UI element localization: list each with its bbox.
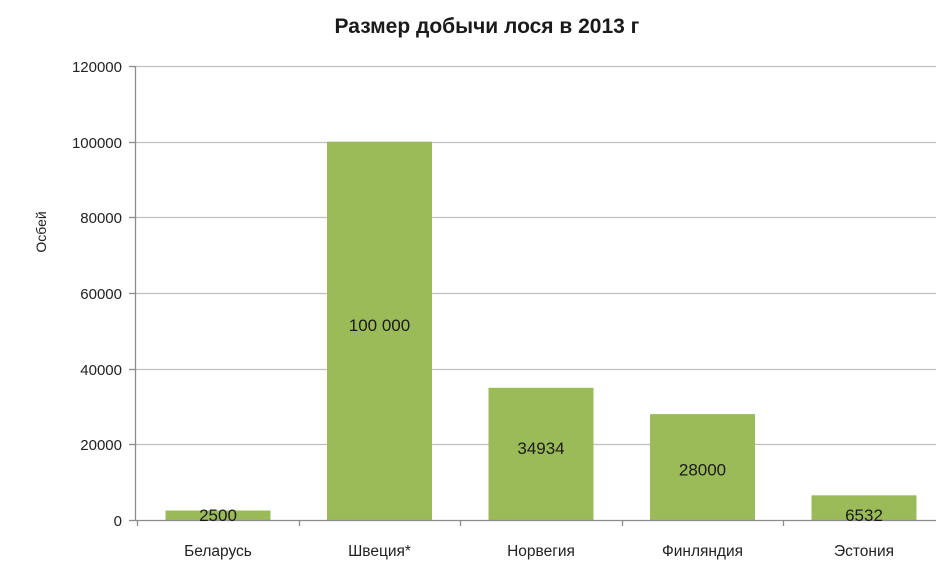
bars	[165, 141, 917, 520]
chart-title: Размер добычи лося в 2013 г	[335, 15, 640, 38]
x-tick-label: Эстония	[834, 543, 894, 560]
x-tick-label: Беларусь	[184, 543, 252, 560]
bar	[165, 510, 271, 520]
axes	[129, 65, 936, 526]
x-tick-labels: Беларусь Швеция* Норвегия Финляндия Эстония	[184, 543, 894, 560]
y-tick-label: 100000	[72, 135, 122, 152]
bar	[811, 495, 917, 520]
y-tick-label: 0	[114, 513, 122, 530]
x-tick-label: Норвегия	[507, 543, 575, 560]
data-labels: 2500 100 000 34934 28000 6532	[199, 316, 883, 525]
bar	[327, 141, 432, 520]
x-tick-label: Швеция*	[348, 543, 411, 560]
data-label: 28000	[679, 461, 726, 480]
y-tick-label: 120000	[72, 59, 122, 76]
bar	[488, 387, 594, 520]
data-label: 100 000	[349, 316, 410, 335]
y-tick-labels: 0 20000 40000 60000 80000 100000 120000	[72, 59, 122, 530]
bar	[650, 414, 755, 520]
gridlines	[135, 65, 936, 446]
y-tick-label: 40000	[80, 362, 122, 379]
y-axis-label: Осбей	[33, 211, 49, 252]
x-tick-label: Финляндия	[662, 543, 743, 560]
y-tick-label: 20000	[80, 437, 122, 454]
data-label: 34934	[517, 439, 564, 458]
data-label: 2500	[199, 506, 237, 525]
y-tick-label: 60000	[80, 286, 122, 303]
data-label: 6532	[845, 506, 883, 525]
y-tick-label: 80000	[80, 210, 122, 227]
